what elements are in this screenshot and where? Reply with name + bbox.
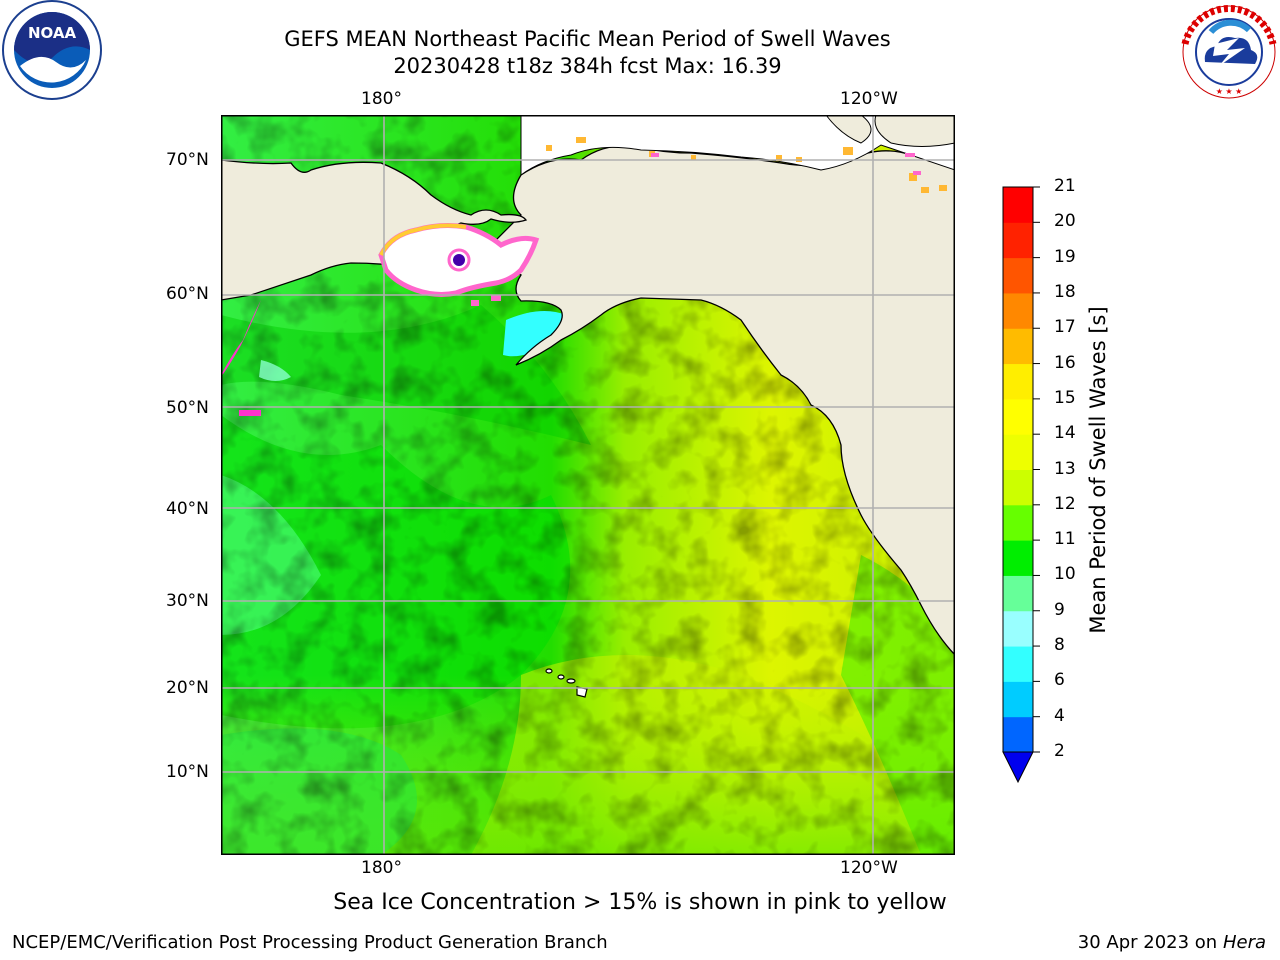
footer-date: 30 Apr 2023 on Hera <box>1078 932 1266 953</box>
colorbar-segment <box>1003 610 1033 647</box>
lon-label-top-120w: 120°W <box>840 89 898 109</box>
colorbar-tick-label: 17 <box>1054 317 1076 338</box>
lat-label-70n: 70°N <box>166 150 209 170</box>
lon-label-top-180: 180° <box>361 89 402 109</box>
lat-label-10n: 10°N <box>166 762 209 782</box>
colorbar-segment <box>1003 328 1033 365</box>
colorbar-tick-label: 8 <box>1054 635 1065 656</box>
colorbar-tick-label: 9 <box>1054 599 1065 620</box>
colorbar-segment <box>1003 257 1033 294</box>
nws-logo: ★ ★ ★ <box>1181 4 1277 99</box>
colorbar-tick-label: 19 <box>1054 246 1076 267</box>
noaa-logo-text: NOAA <box>28 24 77 42</box>
lat-label-30n: 30°N <box>166 591 209 611</box>
colorbar-tick-label: 20 <box>1054 211 1076 232</box>
colorbar-segment <box>1003 716 1033 753</box>
lon-label-bottom-180: 180° <box>361 858 402 878</box>
colorbar-segment <box>1003 469 1033 506</box>
colorbar-segment <box>1003 187 1033 223</box>
svg-text:★ ★ ★: ★ ★ ★ <box>1216 87 1243 96</box>
colorbar-tick-label: 21 <box>1054 176 1076 196</box>
colorbar-segment <box>1003 363 1033 400</box>
map-gridlines <box>221 115 955 855</box>
colorbar-tick-label: 15 <box>1054 387 1076 408</box>
colorbar-segment <box>1003 540 1033 576</box>
lat-label-60n: 60°N <box>166 284 209 304</box>
colorbar-tick-label: 2 <box>1054 741 1065 761</box>
lat-label-20n: 20°N <box>166 678 209 698</box>
colorbar-label: Mean Period of Swell Waves [s] <box>1086 306 1110 634</box>
colorbar-tick-label: 11 <box>1054 529 1076 550</box>
chart-title: GEFS MEAN Northeast Pacific Mean Period … <box>284 27 891 51</box>
noaa-logo: NOAA <box>2 0 102 100</box>
colorbar <box>1002 186 1040 784</box>
land-north-america <box>490 144 955 656</box>
footer-host: Hera <box>1222 932 1266 953</box>
footer-credit: NCEP/EMC/Verification Post Processing Pr… <box>12 932 608 953</box>
land-siberia <box>221 159 528 301</box>
colorbar-tick-label: 16 <box>1054 352 1076 373</box>
colorbar-segment <box>1003 681 1033 718</box>
colorbar-tick-label: 14 <box>1054 423 1076 444</box>
colorbar-segment <box>1003 292 1033 329</box>
colorbar-tick-label: 4 <box>1054 705 1065 726</box>
footer-date-text: 30 Apr 2023 on <box>1077 932 1223 953</box>
colorbar-segment <box>1003 398 1033 435</box>
colorbar-tick-label: 18 <box>1054 281 1076 302</box>
colorbar-segment <box>1003 504 1033 541</box>
colorbar-tick-label: 10 <box>1054 564 1076 585</box>
lon-label-bottom-120w: 120°W <box>840 858 898 878</box>
colorbar-tick-label: 6 <box>1054 670 1065 691</box>
sea-ice-caption: Sea Ice Concentration > 15% is shown in … <box>333 890 947 915</box>
colorbar-segment <box>1003 646 1033 682</box>
colorbar-segment <box>1003 222 1033 259</box>
lat-label-50n: 50°N <box>166 398 209 418</box>
colorbar-segment <box>1003 434 1033 470</box>
colorbar-tick-label: 12 <box>1054 493 1076 514</box>
chart-subtitle: 20230428 t18z 384h fcst Max: 16.39 <box>393 54 782 78</box>
lat-label-40n: 40°N <box>166 499 209 519</box>
colorbar-tick-label: 13 <box>1054 458 1076 479</box>
colorbar-segment <box>1003 575 1033 612</box>
swell-period-map <box>221 115 955 855</box>
